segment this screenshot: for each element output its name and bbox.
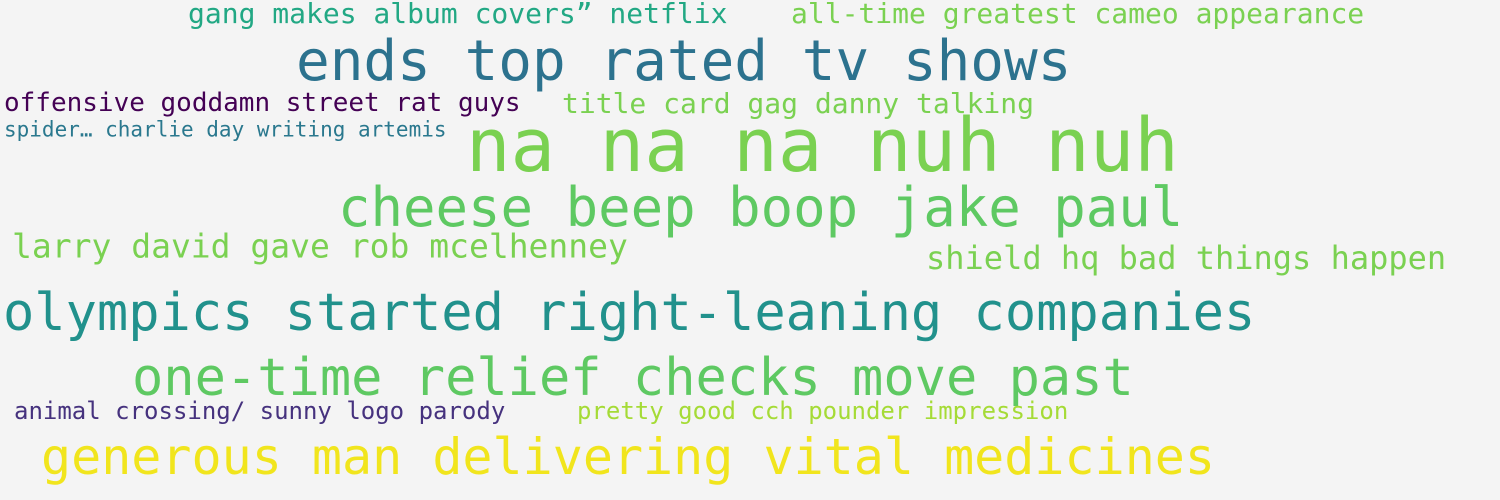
phrase-olympics-started: olympics started right-leaning companies <box>3 283 1256 343</box>
phrase-cch-pounder: pretty good cch pounder impression <box>577 397 1069 425</box>
phrase-larry-david: larry david gave rob mcelhenney <box>12 226 628 266</box>
phrase-cheese-beep-boop: cheese beep boop jake paul <box>338 176 1184 239</box>
phrase-street-rat-guys: offensive goddamn street rat guys <box>4 88 521 118</box>
phrase-vital-medicines: generous man delivering vital medicines <box>41 428 1215 486</box>
phrase-animal-crossing: animal crossing/ sunny logo parody <box>14 397 506 425</box>
phrase-na-na-na-nuh-nuh: na na na nuh nuh <box>466 103 1179 189</box>
phrase-charlie-day: spider… charlie day writing artemis <box>4 117 447 142</box>
phrase-shield-hq: shield hq bad things happen <box>926 239 1447 277</box>
phrase-cameo-appearance: all-time greatest cameo appearance <box>791 0 1365 30</box>
phrase-relief-checks: one-time relief checks move past <box>132 348 1134 408</box>
phrase-top-rated-tv-shows: ends top rated tv shows <box>296 29 1072 94</box>
phrase-title-card-gag: title card gag danny talking <box>562 87 1035 120</box>
phrase-album-covers: gang makes album covers” netflix <box>188 0 728 30</box>
